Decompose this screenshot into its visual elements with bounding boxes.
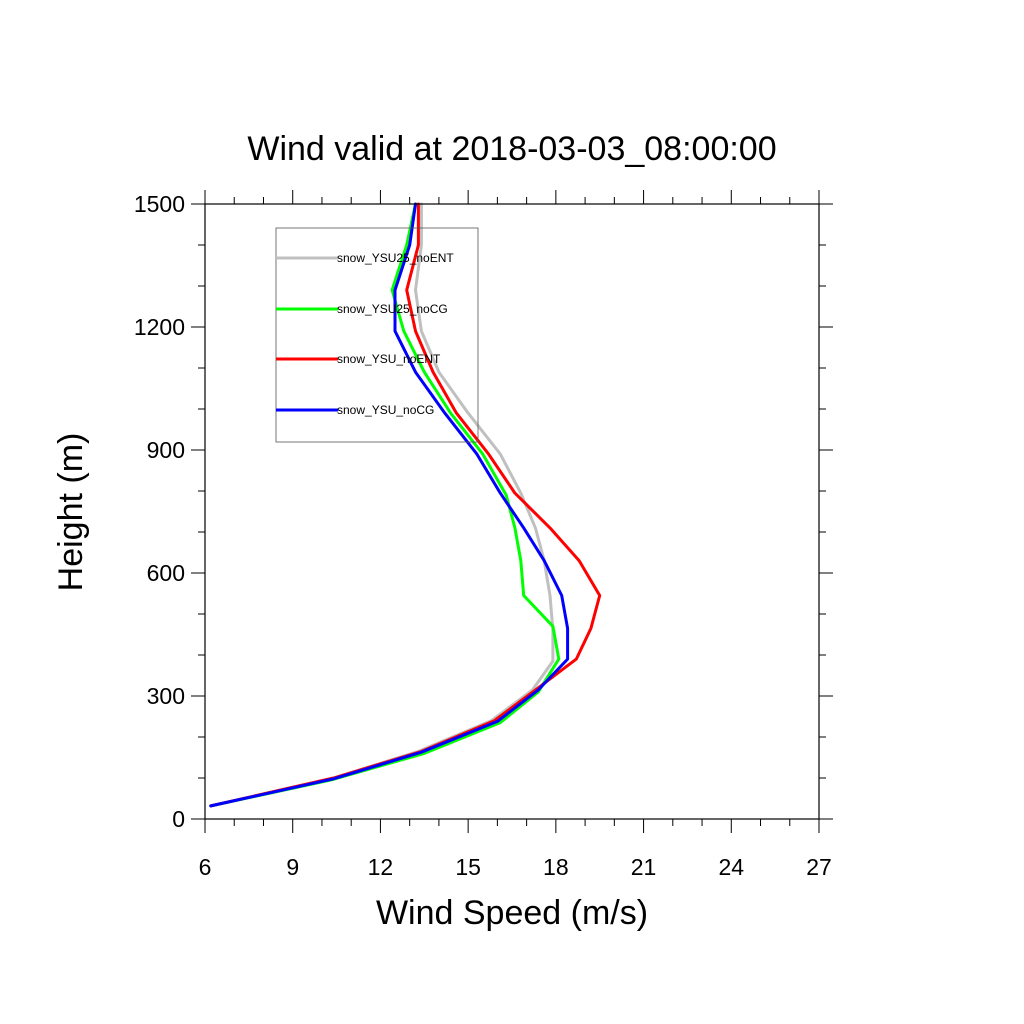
- x-tick-label: 24: [718, 854, 744, 880]
- x-tick-label: 12: [368, 854, 394, 880]
- x-tick-label: 27: [806, 854, 832, 880]
- y-axis-label: Height (m): [52, 433, 90, 592]
- axis-ticks: [191, 190, 833, 833]
- x-tick-label: 9: [286, 854, 299, 880]
- series-line-4: [209, 202, 570, 808]
- plot-frame: [204, 203, 820, 820]
- legend-label-1: snow_YSU25_noENT: [337, 251, 454, 265]
- x-tick-label: 21: [631, 854, 657, 880]
- legend-label-4: snow_YSU_noCG: [337, 403, 434, 417]
- y-tick-label: 600: [147, 560, 185, 586]
- x-tick-label: 15: [455, 854, 481, 880]
- chart-title: Wind valid at 2018-03-03_08:00:00: [247, 130, 776, 168]
- y-tick-label: 300: [147, 683, 185, 709]
- legend-box: [275, 227, 479, 443]
- legend-label-2: snow_YSU25_noCG: [337, 302, 448, 316]
- y-tick-label: 900: [147, 437, 185, 463]
- legend: snow_YSU25_noENT snow_YSU25_noCG snow_YSU_…: [275, 227, 479, 443]
- x-axis-label: Wind Speed (m/s): [376, 894, 648, 932]
- legend-label-3: snow_YSU_noENT: [337, 352, 441, 366]
- y-tick-label: 1200: [134, 314, 185, 340]
- x-tick-label: 6: [199, 854, 212, 880]
- x-tick-label: 18: [543, 854, 569, 880]
- series-line-2: [209, 202, 561, 808]
- series-line-3: [209, 202, 602, 808]
- y-tick-label: 1500: [134, 191, 185, 217]
- x-tick-labels: 6 9 12 15 18 21 24 27: [199, 854, 832, 880]
- y-tick-label: 0: [172, 806, 185, 832]
- plot-lines: [209, 202, 602, 808]
- y-tick-labels: 0 300 600 900 1200 1500: [134, 191, 185, 832]
